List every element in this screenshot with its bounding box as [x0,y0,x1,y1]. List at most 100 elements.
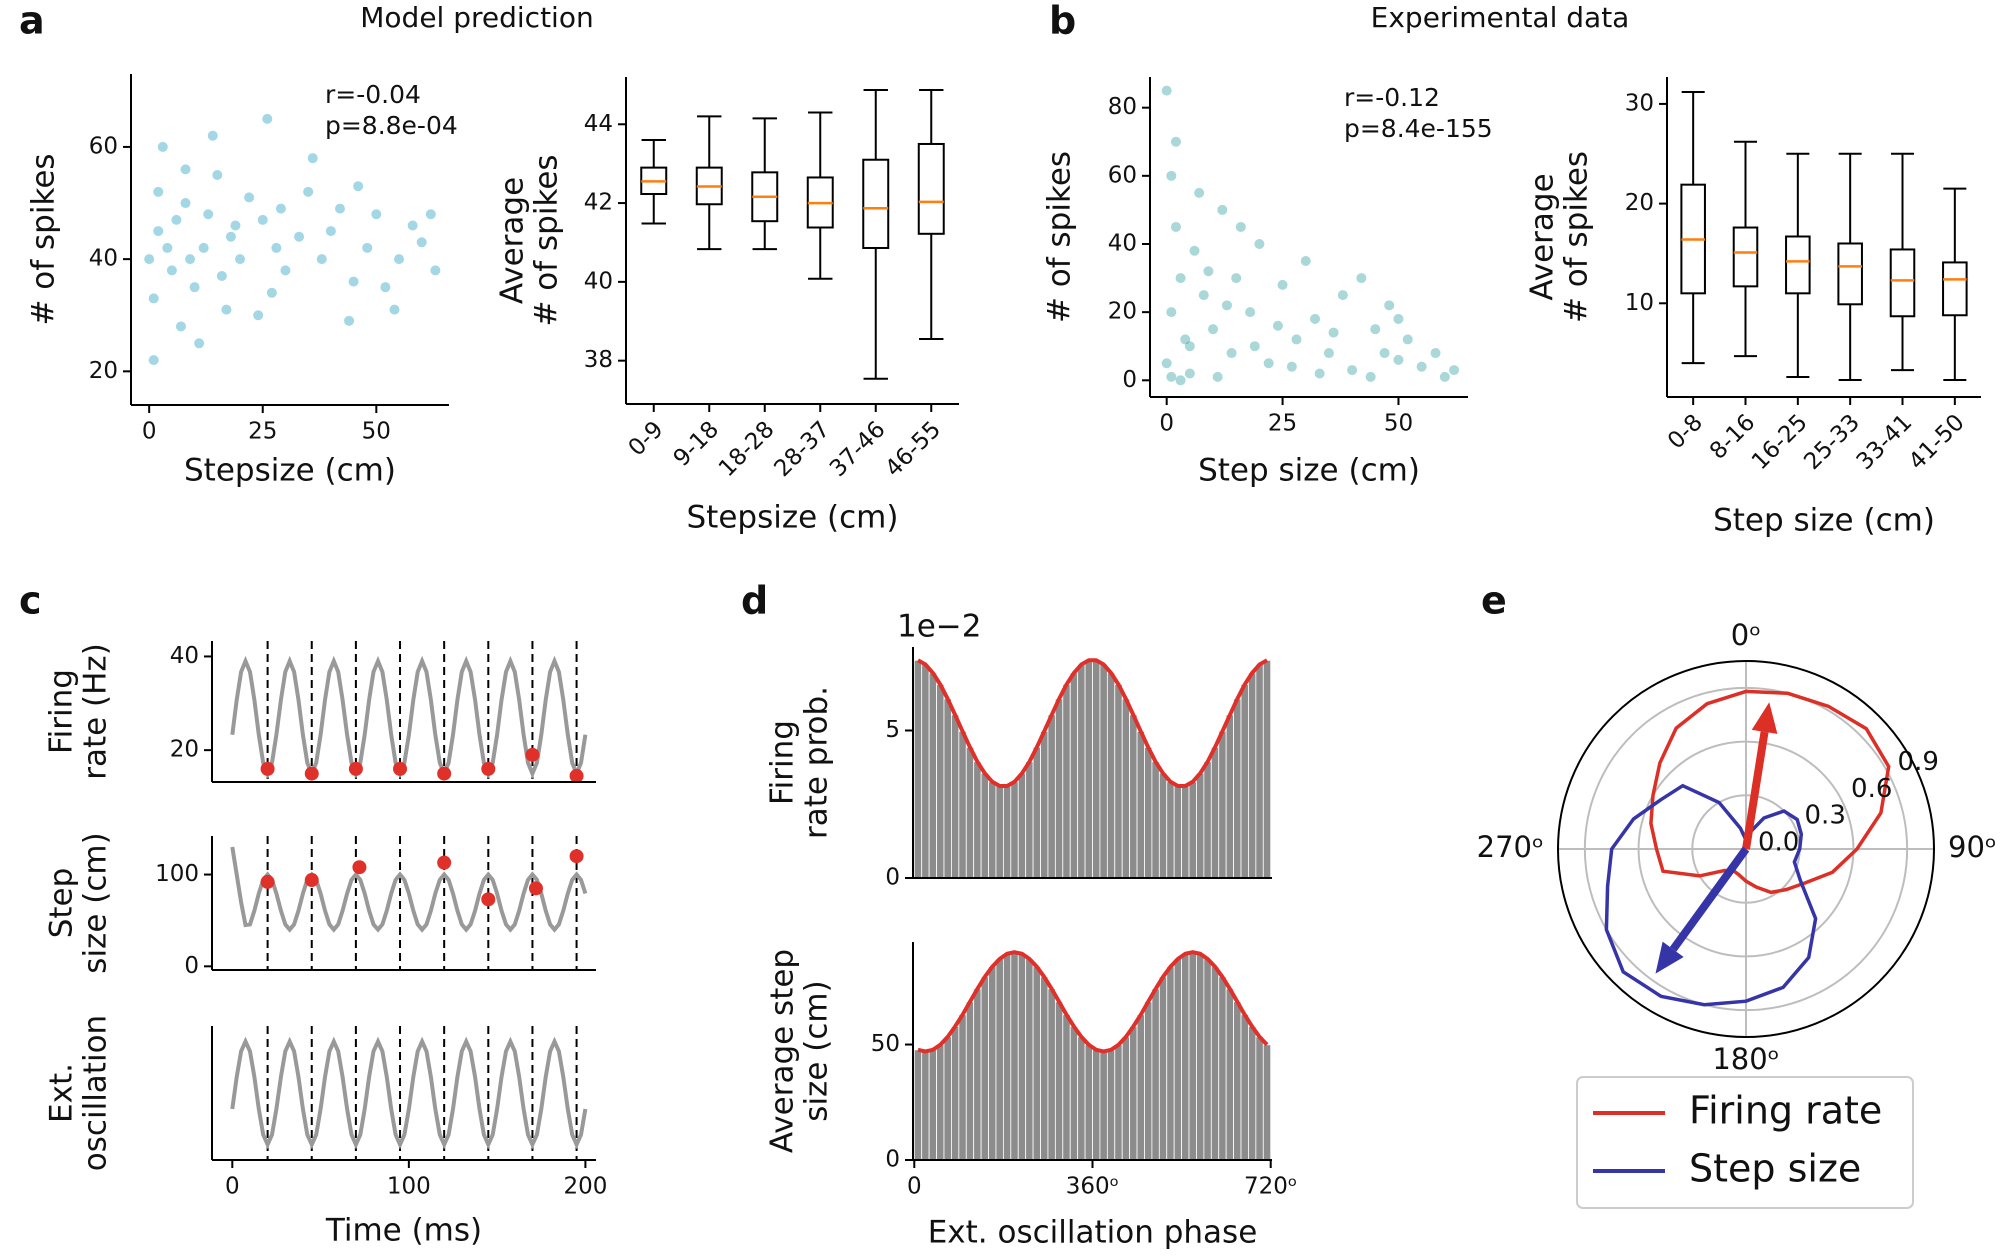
scatter-point [221,304,232,315]
scatter-point [303,186,314,197]
polar-curve [1649,689,1891,895]
histogram-bar [995,785,1004,879]
scatter-point [348,276,359,287]
histogram-bar [1077,1036,1086,1161]
x-tick-label: 37-46 [825,416,891,482]
histogram-bar [1262,659,1272,879]
scatter-point [1370,324,1381,335]
scatter-point [162,242,173,253]
y-tick-label: 5 [885,717,900,743]
histogram-bar [1069,672,1079,879]
x-axis-label: Step size (cm) [1713,503,1935,539]
histogram-bar [913,659,923,879]
histogram-bar [1144,1001,1153,1161]
mean-arrow-head [1751,702,1778,734]
histogram-bar [943,698,952,879]
y-tick-label: 40 [170,643,199,669]
offset-text: 1e−2 [897,609,982,645]
scatter-point [1291,334,1302,345]
annotation: p=8.8e-04 [325,111,458,140]
histogram-bar [1255,1036,1264,1161]
scatter-point [171,214,182,225]
histogram-bar [1158,772,1168,879]
scatter-point [212,169,223,180]
histogram-bar [1225,988,1234,1161]
x-axis-label: Time (ms) [325,1213,482,1249]
scatter-point [307,153,318,164]
scatter-point [1221,300,1232,311]
histogram-bar [1173,785,1183,879]
panel-label: e [1481,579,1507,623]
histogram-bar [1233,1001,1242,1161]
histogram-bar [1084,1044,1093,1161]
scatter-point [1402,334,1413,345]
scatter-point [362,242,373,253]
x-tick-label: 33-41 [1852,409,1918,475]
y-tick-label: 0 [885,1147,900,1173]
box [862,158,890,249]
event-dot [352,860,367,875]
annotation: p=8.4e-155 [1344,114,1493,143]
scatter-point [1286,361,1297,372]
scatter-point [1175,375,1186,386]
signal-line [230,1036,588,1150]
scatter-point [371,209,382,220]
histogram-bar [1010,781,1019,879]
box [1942,261,1968,317]
scatter-point [1449,365,1460,376]
panel-label: d [741,579,768,623]
y-tick-label: 44 [584,111,613,137]
theta-tick-label: 0ᵒ [1731,618,1761,652]
scatter-point [1347,365,1358,376]
scatter-point [1310,313,1321,324]
histogram-bar [951,1026,960,1161]
event-dot [260,761,275,776]
y-tick-label: 0 [1122,367,1137,393]
y-tick-label: 10 [1625,290,1654,316]
x-tick-label: 0 [1159,411,1174,437]
histogram-bar [921,1051,930,1161]
scatter-point [166,265,177,276]
box [1785,235,1811,295]
scatter-point [1430,348,1441,359]
scatter-point [216,270,227,281]
x-tick-label: 200 [563,1174,607,1200]
scatter-point [253,310,264,321]
histogram-bar [958,730,967,879]
scatter-point [1231,273,1242,284]
y-axis-label: Firing [44,669,80,754]
scatter-point [1314,368,1325,379]
histogram-bar [1166,781,1175,879]
y-tick-label: 0 [885,865,900,891]
histogram-bar [1144,746,1153,879]
scatter-point [1170,136,1181,147]
scatter-point [1384,300,1395,311]
x-tick-label: 25 [1268,411,1297,437]
event-dot [528,881,543,896]
x-tick-label: 100 [387,1174,431,1200]
histogram-bar [988,781,997,879]
annotation: r=-0.12 [1344,83,1440,112]
scatter-point [1161,85,1172,96]
histogram-bar [1151,761,1160,879]
scatter-point [280,265,291,276]
scatter-point [353,181,364,192]
scatter-point [394,254,405,265]
histogram-bar [1218,976,1227,1161]
scatter-point [294,231,305,242]
y-tick-label: 50 [871,1031,900,1057]
histogram-bar [1092,659,1101,879]
scatter-point [1217,204,1228,215]
x-tick-label: 25 [248,419,277,445]
histogram-bar [1017,953,1027,1161]
scatter-point [1180,334,1191,345]
scatter-point [266,287,277,298]
scatter-point [153,226,164,237]
x-tick-label: 720ᵒ [1244,1174,1297,1200]
y-axis-label: size (cm) [799,980,835,1121]
y-axis-label: # of spikes [1559,151,1595,323]
histogram-bar [1069,1026,1079,1161]
scatter-point [1328,327,1339,338]
histogram-bar [1233,698,1242,879]
scatter-point [148,355,159,366]
